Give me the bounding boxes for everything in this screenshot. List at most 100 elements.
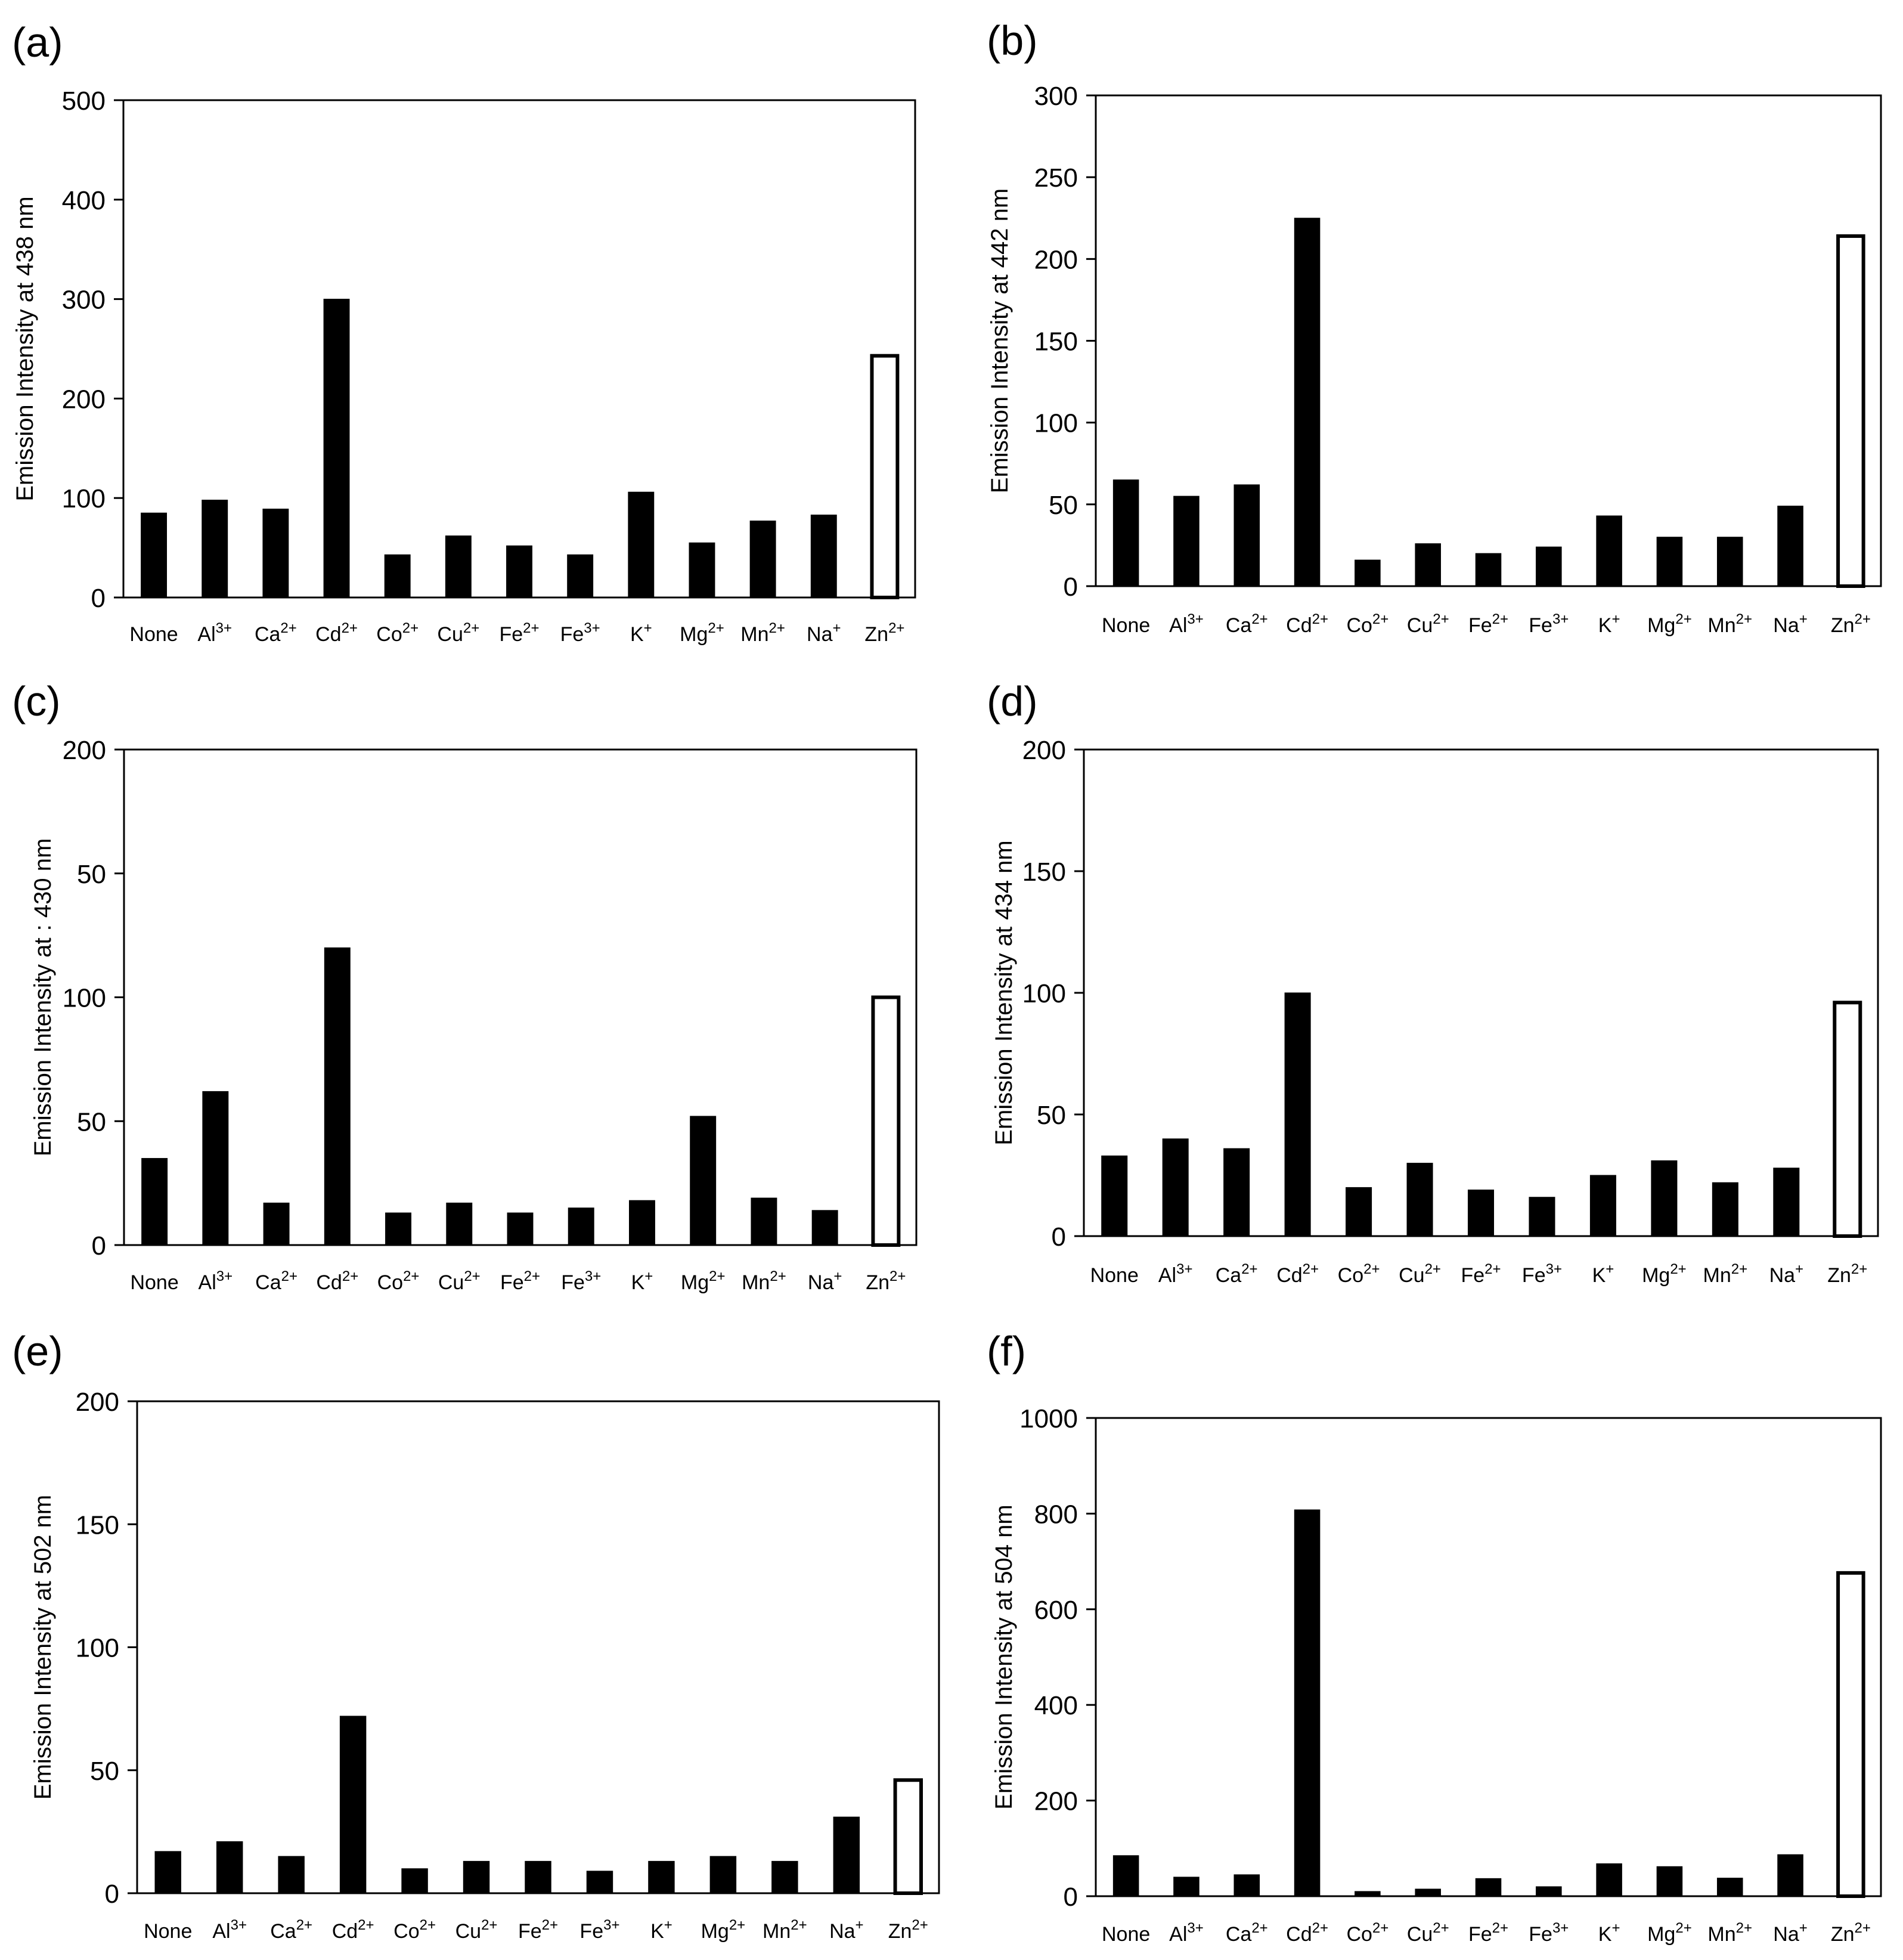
category-label: Cu2+ — [1407, 1920, 1449, 1946]
bar-cu-2plus — [446, 1202, 473, 1246]
bar-mg-2plus — [690, 1116, 717, 1246]
bar-none — [141, 1158, 168, 1246]
category-label: Na+ — [1773, 1920, 1807, 1946]
y-tick-label: 1000 — [1019, 1404, 1078, 1433]
category-label: None — [130, 1271, 178, 1294]
category-label: K+ — [1598, 611, 1620, 637]
y-tick-label: 100 — [62, 484, 106, 513]
y-tick-label: 50 — [77, 860, 106, 889]
bar-k-plus — [628, 491, 655, 598]
category-label: Na+ — [1773, 611, 1807, 637]
bar-fe-3plus — [1536, 546, 1562, 587]
y-axis-title: Emission Intensity at 434 nm — [991, 840, 1017, 1145]
category-label: Fe2+ — [518, 1917, 558, 1943]
category-label: Mn2+ — [1707, 1920, 1752, 1946]
bar-zn-2plus — [1836, 1571, 1865, 1898]
category-label: Mg2+ — [680, 620, 724, 646]
category-label: Al3+ — [1169, 611, 1204, 637]
bar-al-3plus — [1162, 1138, 1189, 1237]
y-tick-label: 800 — [1034, 1500, 1078, 1529]
category-label: Al3+ — [199, 1268, 233, 1294]
category-label: Cu2+ — [1399, 1261, 1441, 1287]
y-tick-label: 0 — [1064, 1882, 1078, 1912]
category-label: Fe3+ — [561, 1268, 601, 1294]
bar-k-plus — [1596, 515, 1622, 587]
panel-label: (f) — [987, 1328, 1026, 1374]
bar-mg-2plus — [1656, 1866, 1683, 1897]
bar-fe-3plus — [1529, 1197, 1555, 1237]
y-tick-label: 200 — [1034, 245, 1078, 274]
category-label: K+ — [650, 1917, 672, 1943]
bar-cd-2plus — [1294, 1509, 1321, 1897]
y-tick-label: 50 — [1049, 491, 1078, 520]
category-label: Zn2+ — [888, 1917, 928, 1943]
bar-k-plus — [648, 1860, 675, 1894]
y-tick-label: 200 — [1022, 736, 1066, 765]
y-tick-label: 100 — [1034, 409, 1078, 438]
category-label: Fe3+ — [1529, 1920, 1569, 1946]
bar-none — [1101, 1155, 1128, 1237]
category-label: Cd2+ — [332, 1917, 374, 1943]
bar-k-plus — [1589, 1175, 1616, 1237]
bar-none — [141, 512, 168, 598]
bar-zn-2plus — [1836, 234, 1865, 588]
bar-mg-2plus — [689, 542, 715, 598]
bar-cu-2plus — [1415, 1888, 1441, 1897]
bar-zn-2plus — [870, 354, 900, 600]
bar-cu-2plus — [1415, 543, 1441, 587]
category-label: Cd2+ — [1286, 1920, 1328, 1946]
bar-cd-2plus — [339, 1716, 367, 1894]
category-label: K+ — [631, 1268, 653, 1294]
category-label: Cu2+ — [437, 620, 479, 646]
y-tick-label: 200 — [62, 385, 106, 414]
y-axis-title: Emission Intensity at 504 nm — [991, 1504, 1017, 1809]
category-label: Fe2+ — [1468, 1920, 1508, 1946]
category-label: Al3+ — [197, 620, 232, 646]
y-tick-label: 0 — [1052, 1222, 1066, 1252]
panel-label: (d) — [987, 678, 1038, 724]
bar-zn-2plus — [1833, 1001, 1862, 1238]
bar-mg-2plus — [709, 1856, 737, 1894]
y-tick-label: 100 — [1022, 979, 1066, 1008]
category-label: Cd2+ — [1276, 1261, 1319, 1287]
category-label: Ca2+ — [255, 1268, 297, 1294]
category-label: Co2+ — [1338, 1261, 1380, 1287]
category-label: Co2+ — [1346, 611, 1388, 637]
category-label: Mg2+ — [1647, 1920, 1692, 1946]
plot-frame — [1095, 1417, 1882, 1897]
category-label: Co2+ — [377, 1268, 420, 1294]
category-label: None — [1090, 1264, 1139, 1287]
bar-none — [154, 1851, 181, 1894]
category-label: Al3+ — [1158, 1261, 1193, 1287]
bar-mn-2plus — [1716, 537, 1743, 587]
bar-fe-2plus — [1467, 1189, 1495, 1237]
category-label: None — [1102, 614, 1150, 637]
bar-ca-2plus — [1233, 1874, 1260, 1897]
bar-k-plus — [1596, 1863, 1622, 1897]
category-label: Zn2+ — [1831, 1920, 1871, 1946]
bar-fe-2plus — [506, 545, 532, 598]
chart-panel-b: (b) 0 50 100 150 200 250 300 Emission Intensity … — [987, 17, 1882, 637]
bar-ca-2plus — [1223, 1148, 1250, 1237]
y-tick-label: 200 — [1034, 1787, 1078, 1816]
panel-label: (e) — [12, 1328, 63, 1374]
y-tick-label: 150 — [76, 1510, 119, 1540]
bar-na-plus — [1777, 506, 1803, 587]
category-label: Mg2+ — [1642, 1261, 1687, 1287]
category-label: Mg2+ — [701, 1917, 746, 1943]
y-tick-label: 300 — [62, 286, 106, 315]
bar-cd-2plus — [1294, 218, 1321, 587]
plot-frame — [122, 99, 916, 599]
chart-panel-e: (e) 0 50 100 150 200 Emission Intensity at 502… — [12, 1328, 940, 1943]
y-tick-label: 0 — [1064, 572, 1078, 602]
bar-cu-2plus — [445, 535, 472, 598]
y-tick-label: 600 — [1034, 1596, 1078, 1625]
bar-none — [1112, 1855, 1139, 1897]
bar-al-3plus — [216, 1841, 243, 1894]
plot-frame — [1095, 94, 1882, 587]
chart-panel-f: (f) 0 200 400 600 800 1000 Emission Intensity a… — [987, 1328, 1882, 1946]
category-label: Cu2+ — [1407, 611, 1449, 637]
panel-label: (a) — [12, 19, 63, 66]
bar-fe-3plus — [568, 1207, 594, 1246]
bar-co-2plus — [1355, 559, 1381, 587]
